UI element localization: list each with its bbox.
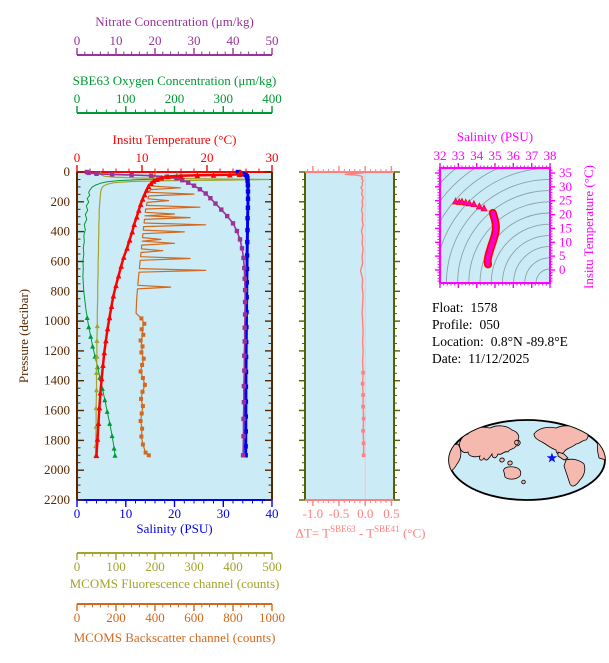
svg-text:400: 400 [145,610,165,625]
ts-salinity-axis-title: Salinity (PSU) [456,129,534,144]
svg-text:400: 400 [223,559,243,574]
svg-text:300: 300 [184,559,204,574]
pressure-axis-title: Pressure (decibar) [16,288,31,384]
profile-number-value: 050 [479,317,500,332]
date-value: 11/12/2025 [468,351,530,366]
svg-text:40: 40 [266,506,279,521]
float-location-marker [546,452,558,463]
svg-text:30: 30 [559,179,572,194]
svg-text:1400: 1400 [44,373,70,388]
svg-text:34: 34 [470,148,484,163]
svg-text:1000: 1000 [259,610,285,625]
svg-text:40: 40 [227,33,240,48]
svg-text:25: 25 [559,193,572,208]
delta-t-label-suffix: (°C) [399,525,426,541]
fluorescence-axis-title: MCOMS Fluorescence channel (counts) [69,576,280,591]
location-label: Location: [432,334,484,349]
svg-text:30: 30 [217,506,230,521]
svg-text:20: 20 [201,150,214,165]
svg-text:100: 100 [116,91,136,106]
svg-text:400: 400 [51,224,71,239]
float-id-label: Float: [432,300,464,315]
date-label: Date: [432,351,462,366]
svg-text:800: 800 [223,610,243,625]
location-line: Location: 0.8°N -89.8°E [432,333,568,350]
delta-t-axis-label: ΔT= TSBE63 - TSBE41 (°C) [288,522,433,540]
location-value: 0.8°N -89.8°E [490,334,568,349]
svg-text:30: 30 [188,33,201,48]
oxygen-axis-title: SBE63 Oxygen Concentration (μm/kg) [72,73,277,88]
svg-text:-0.5: -0.5 [329,506,350,521]
ts-temperature-axis-title: Insitu Temperature (°C) [581,165,596,289]
svg-text:50: 50 [266,33,279,48]
float-id-value: 1578 [470,300,498,315]
svg-text:35: 35 [489,148,502,163]
svg-text:1800: 1800 [44,432,70,447]
svg-text:2200: 2200 [44,492,70,507]
svg-text:32: 32 [434,148,447,163]
svg-text:1000: 1000 [44,313,70,328]
svg-text:0: 0 [74,610,81,625]
svg-text:15: 15 [559,220,572,235]
svg-text:1600: 1600 [44,403,70,418]
world-map [448,419,606,501]
date-line: Date: 11/12/2025 [432,350,568,367]
svg-text:0: 0 [74,91,81,106]
svg-text:0: 0 [74,559,81,574]
svg-text:36: 36 [507,148,521,163]
float-id-line: Float: 1578 [432,299,568,316]
svg-text:200: 200 [51,194,71,209]
svg-text:200: 200 [145,559,165,574]
svg-text:0: 0 [64,164,71,179]
svg-text:0: 0 [74,33,81,48]
svg-text:20: 20 [559,207,572,222]
svg-text:20: 20 [168,506,181,521]
map-landmasses [449,424,605,487]
svg-text:800: 800 [51,283,71,298]
svg-text:35: 35 [559,165,572,180]
svg-text:0: 0 [74,150,81,165]
delta-t-label-prefix: ΔT= T [295,525,331,541]
svg-text:5: 5 [559,248,566,263]
delta-t-panel: -1.0 -0.5 0.0 0.5 [299,166,400,521]
profile-number-line: Profile: 050 [432,316,568,333]
svg-text:30: 30 [266,150,279,165]
svg-text:20: 20 [149,33,162,48]
svg-text:500: 500 [262,559,282,574]
svg-text:0.5: 0.5 [383,506,399,521]
profile-number-label: Profile: [432,317,473,332]
svg-text:0: 0 [74,506,81,521]
svg-text:100: 100 [106,559,126,574]
delta-t-label-sup1: SBE63 [330,524,356,534]
svg-text:10: 10 [119,506,132,521]
svg-text:0: 0 [559,262,566,277]
svg-text:400: 400 [262,91,282,106]
svg-text:37: 37 [525,148,539,163]
backscatter-axis-title: MCOMS Backscatter channel (counts) [73,630,276,645]
svg-text:10: 10 [136,150,149,165]
nitrate-axis-title: Nitrate Concentration (μm/kg) [95,14,254,29]
svg-text:300: 300 [214,91,234,106]
salinity-axis-title: Salinity (PSU) [136,521,213,536]
svg-text:200: 200 [165,91,185,106]
svg-text:-1.0: -1.0 [303,506,324,521]
svg-text:600: 600 [51,254,71,269]
delta-t-label-sup2: SBE41 [374,524,400,534]
svg-text:2000: 2000 [44,462,70,477]
svg-text:10: 10 [110,33,123,48]
svg-text:1200: 1200 [44,343,70,358]
svg-text:0.0: 0.0 [357,506,373,521]
svg-text:600: 600 [184,610,204,625]
svg-text:200: 200 [106,610,126,625]
svg-text:33: 33 [452,148,465,163]
svg-text:38: 38 [544,148,557,163]
delta-t-label-mid: - T [355,525,375,541]
svg-text:10: 10 [559,234,572,249]
float-info: Float: 1578 Profile: 050 Location: 0.8°N -8… [432,299,568,367]
temperature-axis-title: Insitu Temperature (°C) [112,132,237,147]
